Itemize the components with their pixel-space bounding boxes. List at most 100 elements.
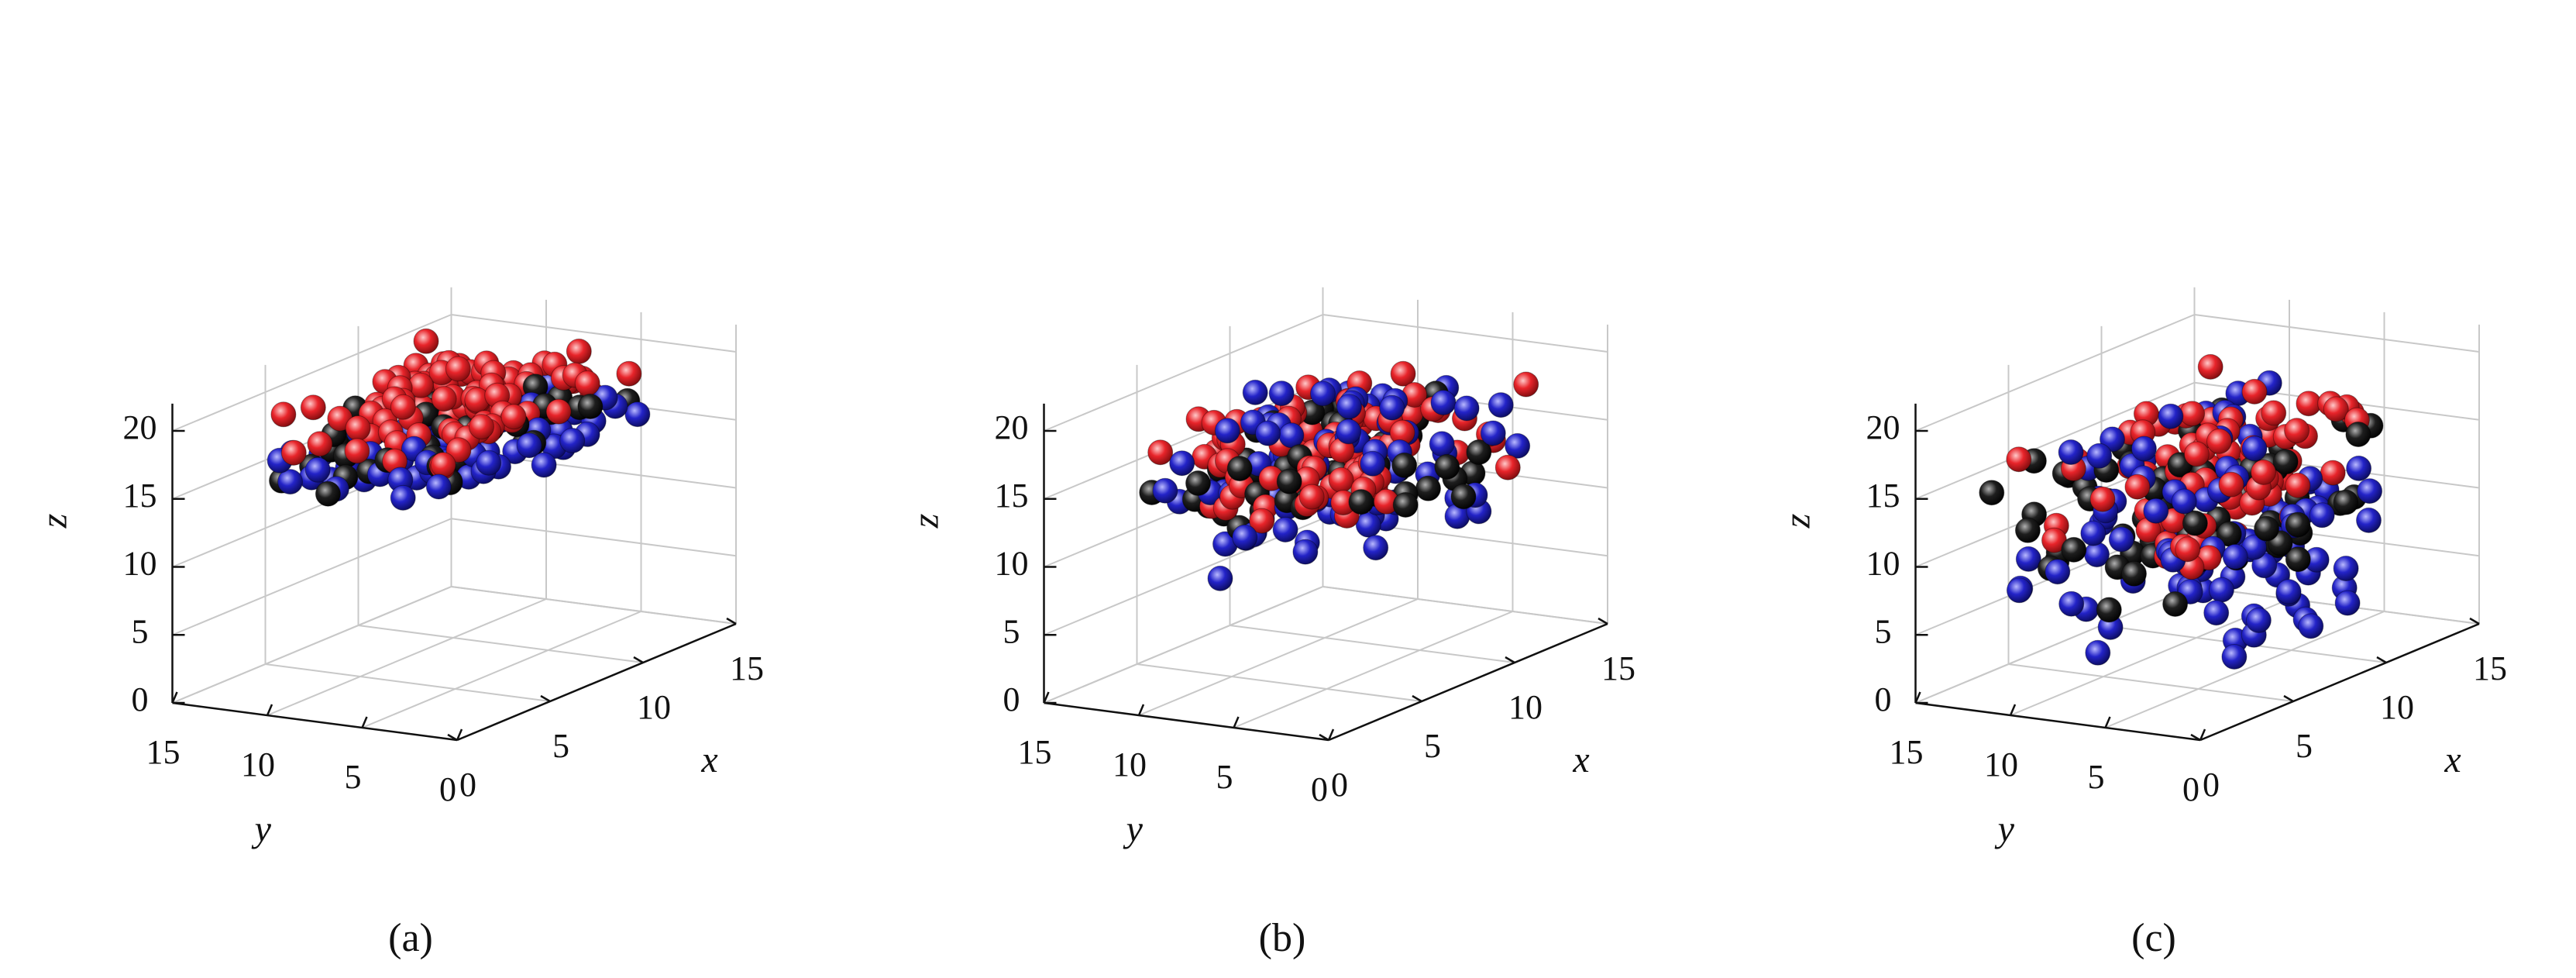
wall-grid-line [1915, 314, 2195, 432]
sphere-blue [531, 452, 557, 478]
sphere-blue [2143, 498, 2169, 524]
sphere-black [1226, 456, 1253, 482]
sphere-blue [1152, 477, 1178, 504]
sphere-red [431, 386, 457, 412]
sphere-black [1392, 492, 1419, 518]
wall-grid-line [2194, 314, 2480, 353]
sphere-black [2345, 422, 2371, 447]
sphere-blue [1379, 394, 1405, 421]
sphere-blue [2203, 600, 2230, 626]
x-tick [1412, 694, 1422, 703]
y-tick [361, 716, 368, 728]
sphere-red [445, 356, 471, 382]
y-tick-label: 5 [345, 758, 362, 796]
z-tick-label: 10 [1866, 545, 1900, 583]
sphere-blue [277, 469, 303, 495]
wall-grid-line [1322, 314, 1608, 353]
sphere-red [2175, 536, 2201, 563]
sphere-blue [1505, 432, 1531, 459]
x-tick [1319, 733, 1329, 742]
sphere-blue [2058, 439, 2084, 465]
sphere-red [2285, 472, 2311, 498]
sphere-black [2121, 560, 2147, 587]
x-tick-label: 10 [637, 688, 671, 726]
x-axis-line [456, 622, 737, 742]
x-tick-label: 0 [1331, 766, 1348, 804]
sphere-red [2251, 459, 2276, 485]
sphere-red [1249, 508, 1275, 534]
floor-grid-line [358, 625, 644, 663]
sphere-black [1434, 453, 1460, 480]
sphere-red [2284, 418, 2310, 444]
z-tick-label: 10 [123, 545, 157, 583]
x-tick [1505, 656, 1515, 664]
sphere-red [280, 439, 307, 466]
sphere-blue [1232, 524, 1258, 550]
x-tick-label: 15 [730, 649, 764, 687]
y-tick [1327, 728, 1335, 741]
y-tick-label: 10 [1984, 746, 2018, 783]
sphere-blue [2131, 436, 2157, 462]
x-axis-line [2199, 622, 2480, 742]
panel-caption: (b) [1259, 916, 1306, 960]
sphere-blue [559, 428, 586, 453]
x-tick [447, 733, 458, 742]
sphere-red [566, 338, 592, 364]
sphere-blue [1480, 420, 1506, 446]
y-axis-line [1044, 701, 1329, 742]
sphere-black [1450, 484, 1477, 510]
sphere-red [2089, 486, 2116, 512]
y-tick-label: 0 [439, 770, 456, 808]
x-tick-label: 10 [2380, 688, 2414, 726]
sphere-blue [1310, 381, 1336, 407]
floor-grid-line [362, 611, 641, 728]
sphere-blue [2086, 443, 2113, 469]
sphere-blue [2006, 577, 2032, 604]
sphere-red [500, 404, 527, 430]
z-tick-label: 20 [1866, 408, 1900, 446]
sphere-blue [1255, 420, 1281, 446]
floor-grid-line [2008, 663, 2294, 702]
y-tick [171, 691, 178, 704]
sphere-blue [1278, 422, 1305, 449]
sphere-black [1348, 489, 1374, 515]
floor-grid-line [1138, 598, 1419, 716]
sphere-blue [2356, 507, 2382, 533]
y-tick-label: 10 [1113, 746, 1147, 783]
sphere-blue [1268, 381, 1295, 407]
floor-grid-line [1137, 663, 1422, 702]
sphere-blue [2221, 644, 2248, 670]
sphere-blue [1207, 565, 1233, 591]
sphere-black [1415, 475, 1441, 501]
sphere-red [2183, 441, 2210, 467]
sphere-blue [2222, 543, 2248, 570]
x-tick [726, 617, 737, 625]
sphere-red [1494, 454, 1521, 480]
sphere-red [574, 370, 600, 396]
y-tick-label: 15 [1018, 733, 1052, 771]
y-tick [1137, 704, 1145, 716]
sphere-blue [1453, 395, 1480, 422]
z-tick-label: 15 [995, 477, 1029, 515]
sphere-blue [2208, 577, 2234, 603]
x-tick-label: 5 [1424, 727, 1441, 765]
sphere-black [2254, 515, 2280, 542]
y-tick [456, 728, 463, 741]
sphere-red [1513, 371, 1539, 398]
sphere-red [307, 431, 333, 457]
sphere-blue [2108, 526, 2134, 553]
sphere-blue [1214, 418, 1240, 444]
sphere-red [2179, 401, 2206, 427]
y-axis-label: y [1123, 809, 1144, 850]
z-tick-label: 20 [123, 408, 157, 446]
x-tick-label: 0 [2203, 766, 2220, 804]
sphere-blue [1363, 535, 1389, 561]
sphere-blue [2241, 436, 2268, 462]
sphere-blue [2058, 591, 2085, 617]
sphere-red [445, 437, 472, 463]
sphere-red [2206, 428, 2232, 454]
x-tick [1598, 617, 1608, 625]
y-tick [2199, 728, 2206, 741]
x-tick [2376, 656, 2387, 664]
z-tick-label: 5 [1875, 612, 1892, 650]
